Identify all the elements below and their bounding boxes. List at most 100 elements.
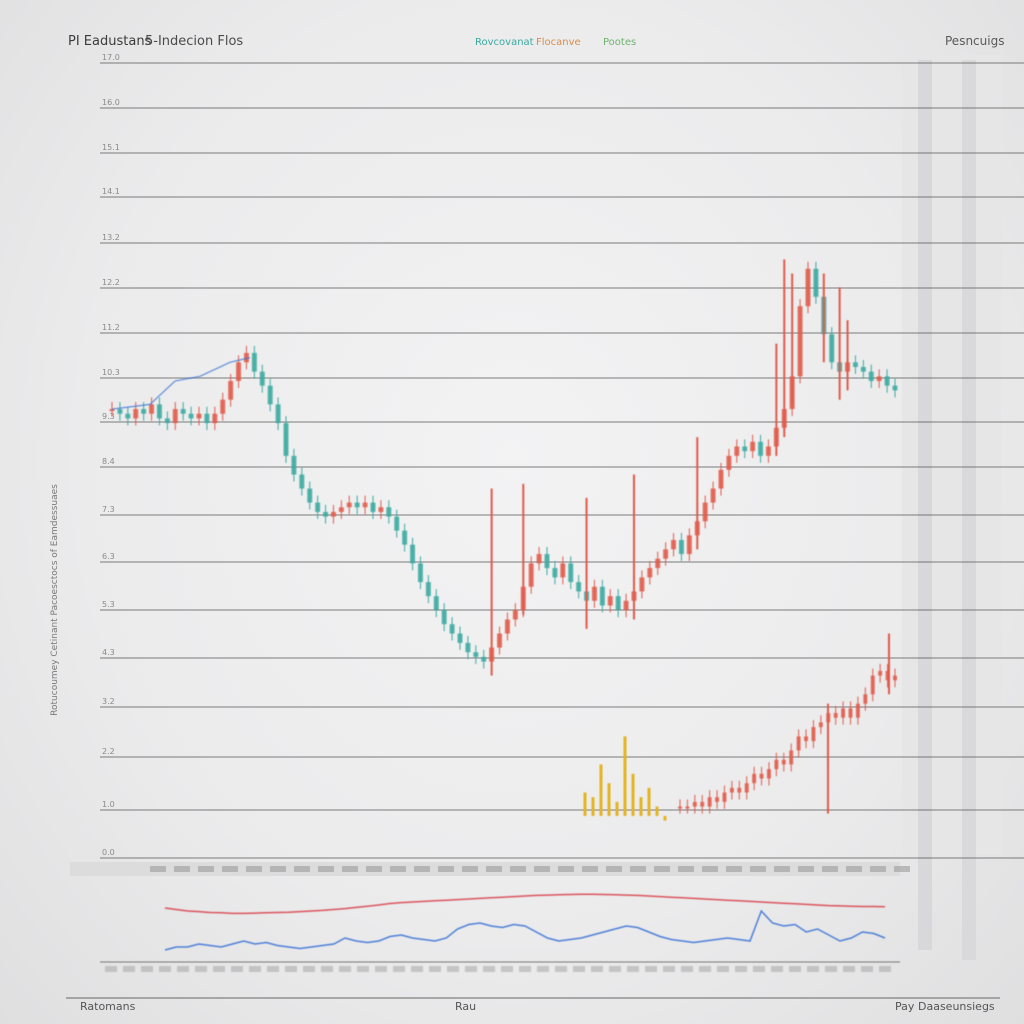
indicator-tick (519, 966, 531, 972)
legend-entry: Rovcovanat (475, 37, 534, 48)
indicator-tick (105, 966, 117, 972)
candlestick-series (109, 259, 898, 676)
indicator-tick (483, 966, 495, 972)
candle-body (715, 797, 720, 802)
candle-body (449, 624, 455, 634)
indicator-tick (591, 966, 603, 972)
candle-body (141, 409, 147, 414)
grid-lines (100, 62, 1024, 859)
indicator-tick (771, 966, 783, 972)
candle-body (591, 586, 597, 601)
candle-body (833, 713, 838, 718)
x-tick-mark (174, 866, 190, 872)
indicator-tick (789, 966, 801, 972)
candle-body (892, 385, 898, 391)
chart-title: PI Eadustans (68, 34, 152, 49)
candle-body (307, 488, 313, 503)
indicator-tick (699, 966, 711, 972)
candle-body (623, 600, 629, 611)
candle-body (220, 399, 226, 414)
candle-body (402, 530, 408, 545)
y-tick-label: 11.2 (102, 323, 120, 332)
x-tick-mark (726, 866, 742, 872)
candle-body (647, 568, 653, 578)
candle-body (330, 511, 336, 517)
y-tick-label: 13.2 (102, 233, 120, 242)
candle-body (149, 404, 155, 414)
right-panel-column-a (918, 60, 932, 950)
x-tick-mark (342, 866, 358, 872)
legend: Rovcovanat Flocanve Pootes (475, 37, 636, 48)
indicator-tick (357, 966, 369, 972)
indicator-tick (879, 966, 891, 972)
candle-body (315, 502, 321, 512)
x-tick-mark (510, 866, 526, 872)
indicator-tick (429, 966, 441, 972)
candle-body (841, 708, 846, 718)
x-tick-mark (630, 866, 646, 872)
candle-body (180, 409, 186, 414)
candle-body (758, 441, 764, 456)
indicator-tick (843, 966, 855, 972)
y-tick-label: 15.1 (102, 143, 120, 152)
indicator-tick (681, 966, 693, 972)
y-tick-label: 7.3 (102, 505, 115, 514)
candle-body (876, 376, 882, 381)
candle-body (707, 797, 712, 807)
candle-body (243, 352, 249, 363)
y-tick-label: 5.3 (102, 600, 115, 609)
candle-body (639, 577, 645, 592)
indicator-tick (303, 966, 315, 972)
footer-right-small-label: Pay (895, 1000, 915, 1013)
indicator-line (164, 893, 886, 915)
footer: Ratomans Rau Pay Daaseunsiegs (66, 997, 1000, 1013)
candle-body (765, 446, 771, 456)
indicator-tick (537, 966, 549, 972)
x-tick-mark (822, 866, 838, 872)
x-tick-mark (390, 866, 406, 872)
candle-body (125, 413, 131, 419)
candle-body (860, 366, 866, 372)
candle-body (323, 511, 329, 517)
indicator-tick (123, 966, 135, 972)
x-tick-mark (438, 866, 454, 872)
y-tick-label: 12.2 (102, 278, 120, 287)
candle-body (465, 642, 471, 653)
candle-body (686, 535, 692, 555)
indicator-tick (267, 966, 279, 972)
candle-body (797, 306, 803, 377)
x-tick-mark (486, 866, 502, 872)
indicator-line (164, 909, 886, 951)
x-tick-mark (270, 866, 286, 872)
candle-body (718, 469, 724, 489)
candle-body (663, 549, 669, 559)
x-tick-marks (150, 866, 910, 872)
indicator-tick (141, 966, 153, 972)
candle-body (196, 413, 202, 419)
x-tick-mark (894, 866, 910, 872)
candle-body (568, 563, 574, 583)
indicator-tick (627, 966, 639, 972)
candle-body (885, 670, 890, 681)
x-tick-mark (198, 866, 214, 872)
y-tick-label: 16.0 (102, 98, 120, 107)
candle-body (868, 371, 874, 381)
candle-body (512, 610, 518, 620)
candle-body (291, 455, 297, 475)
candle-body (497, 633, 503, 648)
x-tick-mark (246, 866, 262, 872)
candle-body (473, 652, 479, 657)
candle-body (204, 413, 210, 424)
candle-body (212, 413, 218, 424)
x-tick-mark (582, 866, 598, 872)
candle-body (678, 806, 682, 809)
candle-body (441, 610, 447, 625)
candle-body (299, 474, 305, 489)
x-tick-mark (702, 866, 718, 872)
x-axis-band-background (70, 862, 900, 876)
indicator-tick (231, 966, 243, 972)
y-axis-title: Rotucoumey Cetinant Pacoesctocs of Eamde… (50, 484, 60, 716)
candle-body (338, 507, 344, 512)
candle-body (848, 708, 853, 718)
